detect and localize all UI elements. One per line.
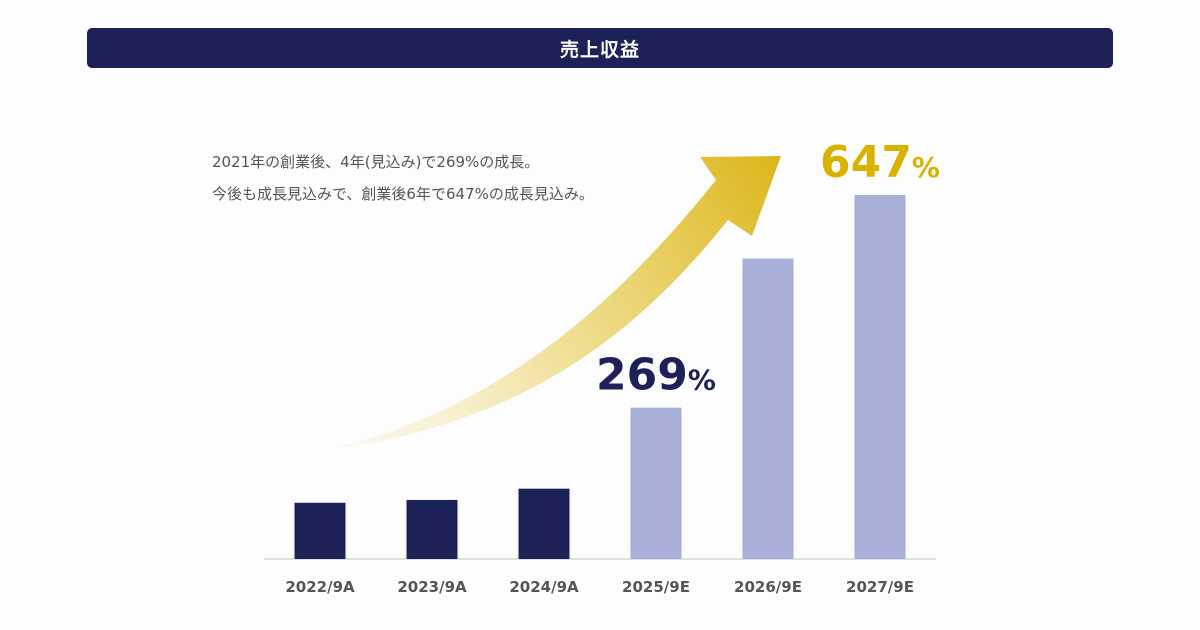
bar-2026-9e xyxy=(742,258,794,559)
bar-2023-9a xyxy=(406,499,458,559)
x-tick-label: 2022/9A xyxy=(285,578,355,596)
description-line-1: 2021年の創業後、4年(見込み)で269%の成長。 xyxy=(212,153,540,171)
annotation-number: 647 xyxy=(820,137,912,188)
growth-annotation-647: 647% xyxy=(820,137,940,188)
x-tick-label: 2023/9A xyxy=(397,578,467,596)
bar-2027-9e xyxy=(854,195,906,559)
x-tick-label: 2024/9A xyxy=(509,578,579,596)
chart-title: 売上収益 xyxy=(559,38,640,61)
annotation-number: 269 xyxy=(596,350,688,401)
annotation-unit: % xyxy=(912,151,940,184)
annotation-unit: % xyxy=(688,364,716,397)
growth-annotation-269: 269% xyxy=(596,350,716,401)
description-line-2: 今後も成長見込みで、創業後6年で647%の成長見込み。 xyxy=(212,185,594,203)
bar-2022-9a xyxy=(294,502,346,559)
x-tick-label: 2025/9E xyxy=(622,578,690,596)
bar-2025-9e xyxy=(630,407,682,559)
growth-arrow-icon xyxy=(340,156,781,448)
growth-description: 2021年の創業後、4年(見込み)で269%の成長。 今後も成長見込みで、創業後… xyxy=(212,146,594,210)
x-tick-label: 2027/9E xyxy=(846,578,914,596)
chart-title-bar: 売上収益 xyxy=(87,28,1113,68)
bar-2024-9a xyxy=(518,488,570,559)
x-tick-label: 2026/9E xyxy=(734,578,802,596)
